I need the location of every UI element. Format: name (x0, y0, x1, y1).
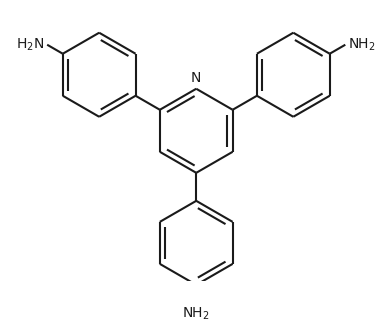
Text: N: N (191, 71, 201, 85)
Text: NH$_2$: NH$_2$ (182, 306, 210, 320)
Text: NH$_2$: NH$_2$ (348, 36, 376, 53)
Text: H$_2$N: H$_2$N (16, 36, 44, 53)
